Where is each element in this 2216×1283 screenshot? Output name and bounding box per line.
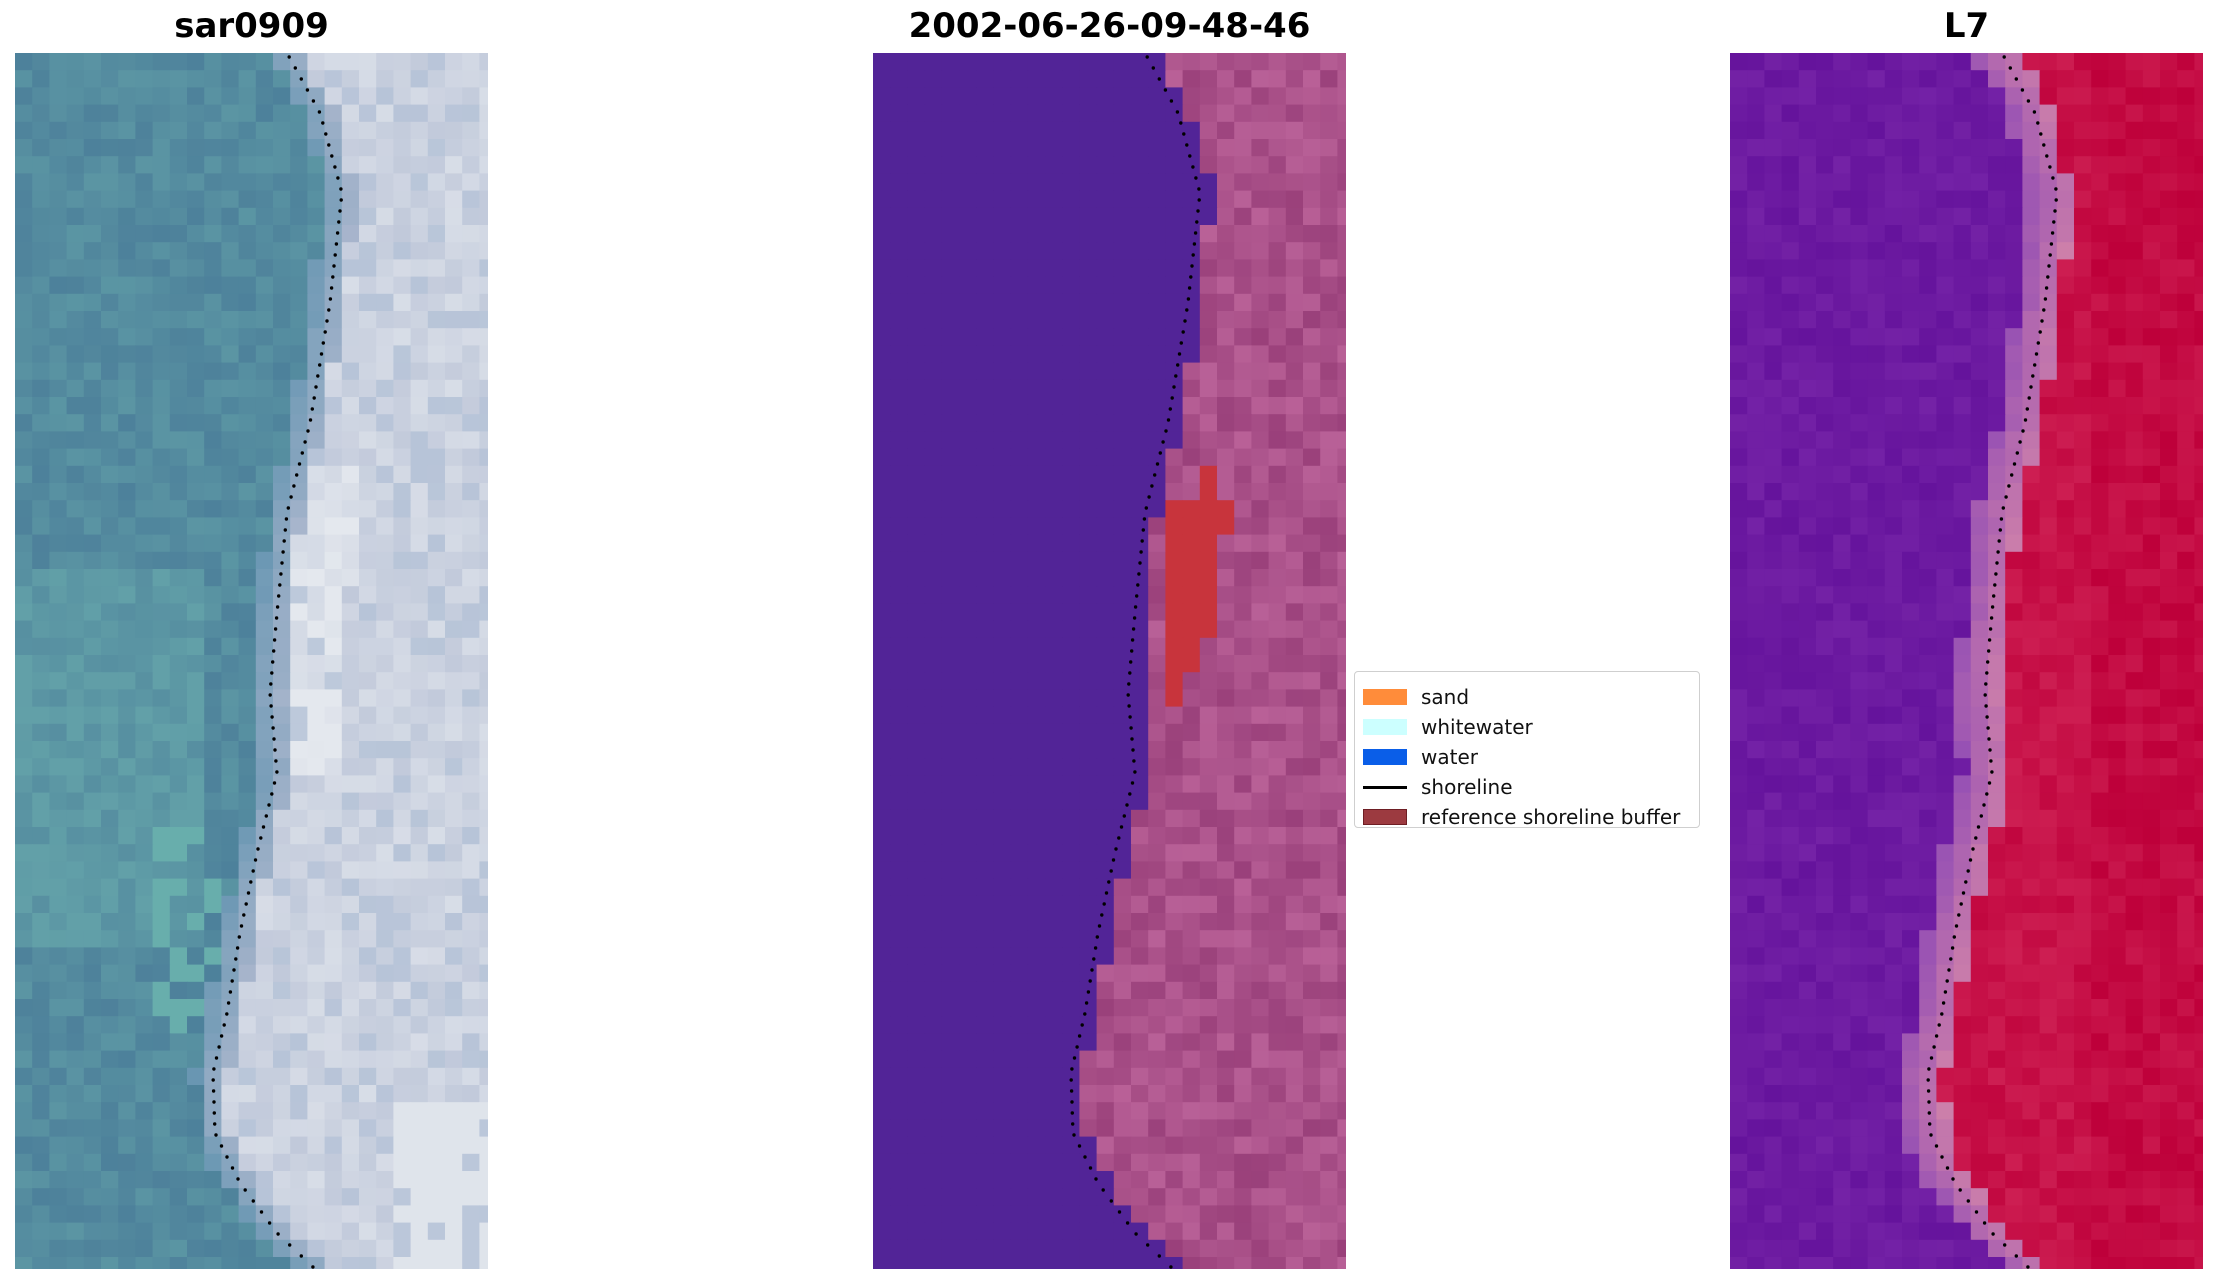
panel-title-index: L7 — [1943, 6, 1990, 46]
rgb-image-panel — [15, 53, 488, 1269]
water-swatch — [1363, 749, 1407, 765]
classification-image-panel — [873, 53, 1346, 1269]
shoreline-swatch — [1363, 785, 1407, 789]
legend-label-shoreline: shoreline — [1421, 775, 1513, 799]
sand-swatch — [1363, 689, 1407, 705]
legend-item-water: water — [1363, 742, 1478, 772]
legend-label-water: water — [1421, 745, 1478, 769]
legend-item-sand: sand — [1363, 682, 1469, 712]
legend-item-whitewater: whitewater — [1363, 712, 1533, 742]
shoreline-dots — [1069, 55, 1201, 1269]
legend-item-shoreline: shoreline — [1363, 772, 1513, 802]
index-image-panel — [1730, 53, 2203, 1269]
panel-title-classification: 2002-06-26-09-48-46 — [908, 6, 1311, 46]
shoreline-dots — [1926, 55, 2058, 1269]
legend-label-reference-buffer: reference shoreline buffer — [1421, 805, 1681, 829]
legend-label-sand: sand — [1421, 685, 1470, 709]
panel-title-rgb: sar0909 — [174, 6, 329, 46]
shoreline-dots — [211, 55, 343, 1269]
reference-buffer-swatch — [1363, 809, 1407, 825]
whitewater-swatch — [1363, 719, 1407, 735]
legend: sand whitewater water shoreline referenc… — [1354, 671, 1700, 829]
legend-label-whitewater: whitewater — [1421, 715, 1533, 739]
legend-item-reference-buffer: reference shoreline buffer — [1363, 802, 1680, 832]
